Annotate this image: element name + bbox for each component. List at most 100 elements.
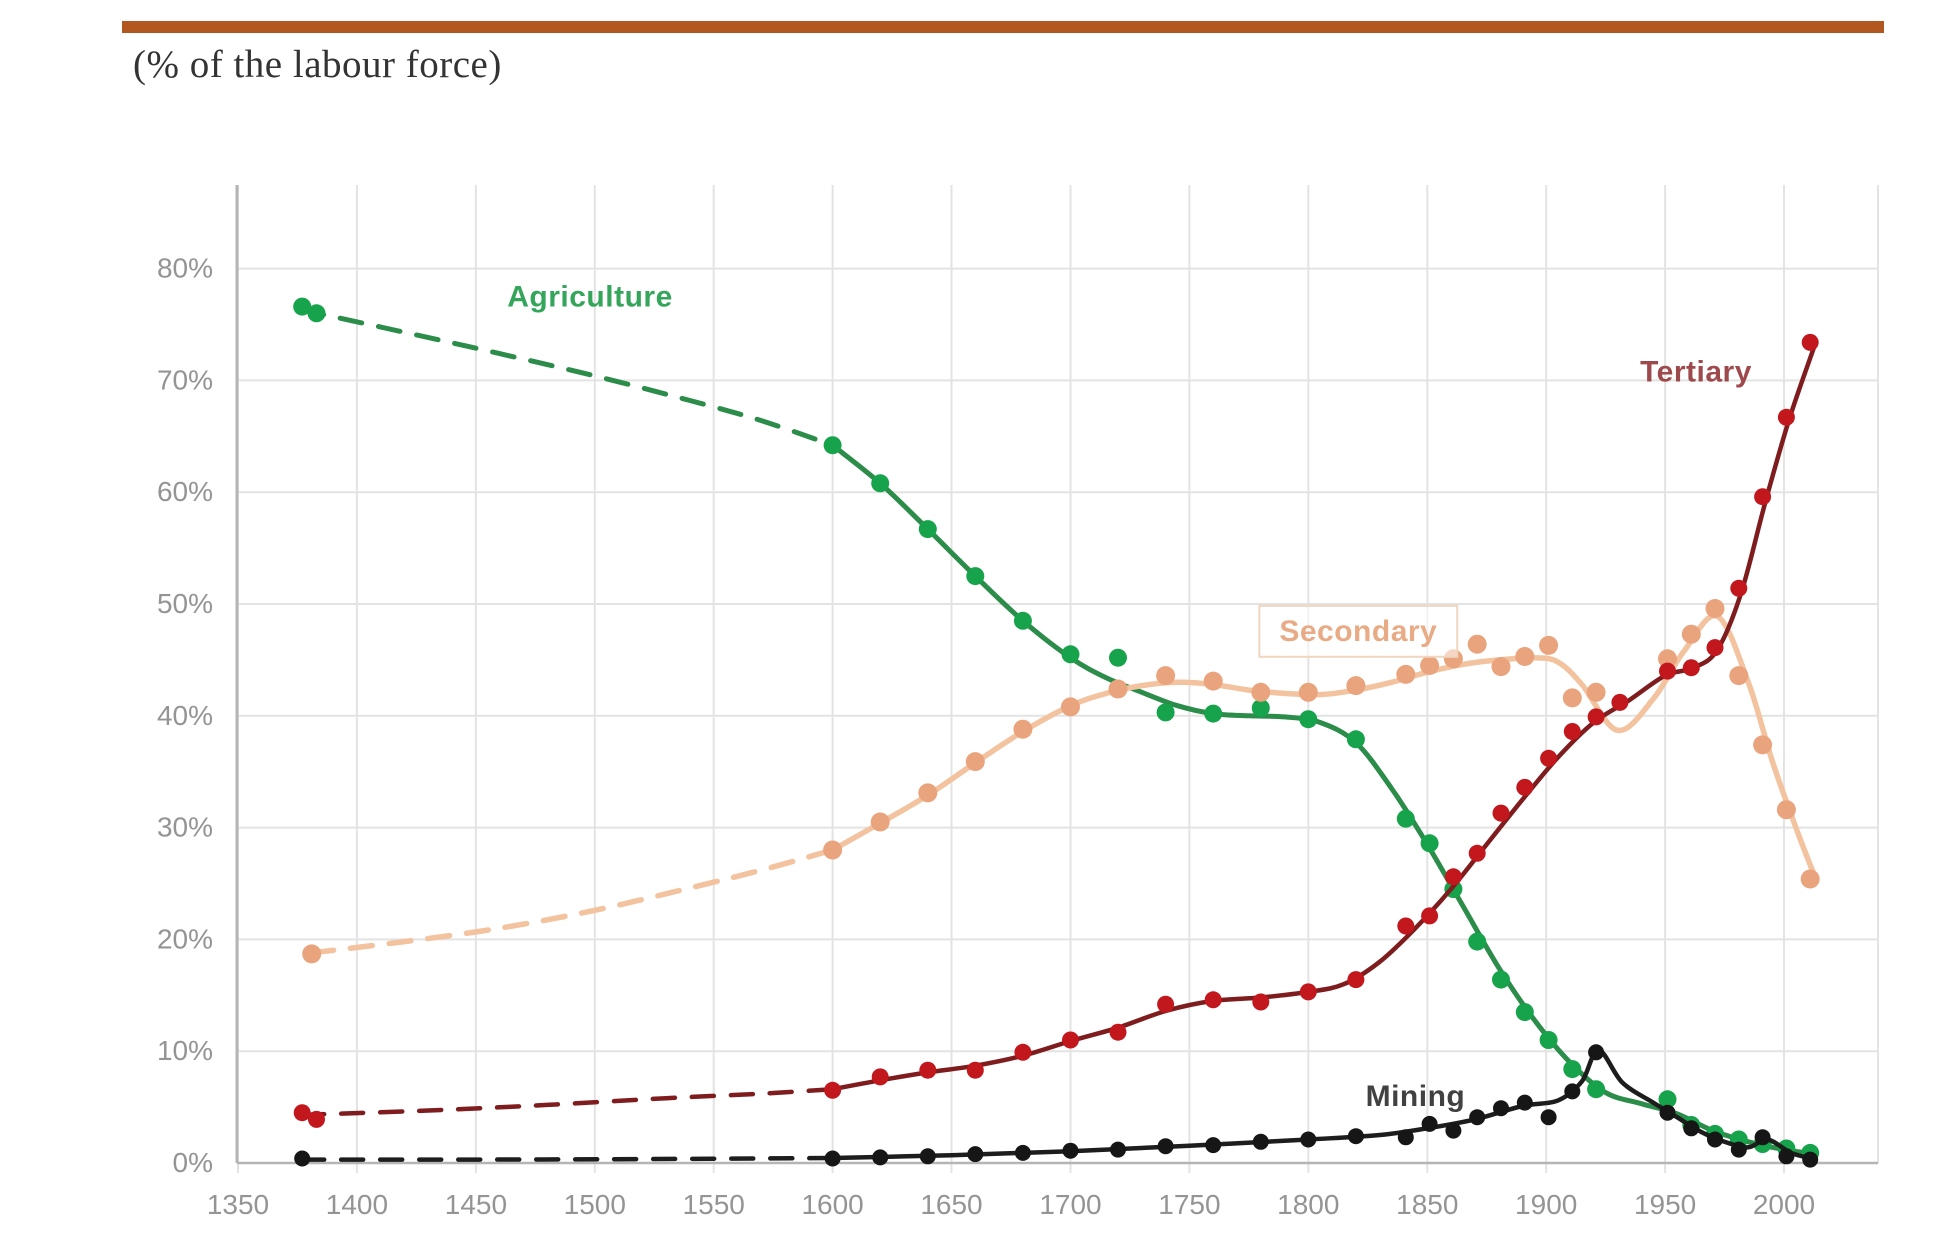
secondary-data-point <box>1586 682 1606 702</box>
agriculture-data-point <box>1156 703 1175 722</box>
x-tick-label: 1850 <box>1396 1189 1458 1220</box>
mining-data-point <box>1157 1138 1174 1155</box>
agriculture-label-group: Agriculture <box>507 281 672 314</box>
secondary-data-point <box>1467 634 1487 654</box>
agriculture-data-point <box>1346 730 1365 749</box>
secondary-data-point <box>1562 688 1582 708</box>
tertiary-data-point <box>1682 659 1700 677</box>
x-tick-label: 1550 <box>683 1189 745 1220</box>
mining-data-point <box>1778 1148 1795 1165</box>
mining-data-point <box>294 1150 311 1167</box>
secondary-data-point <box>1298 682 1318 702</box>
secondary-series-label: Secondary <box>1279 615 1437 648</box>
secondary-data-point <box>1156 666 1176 686</box>
tertiary-data-point <box>1730 579 1748 597</box>
tertiary-data-point <box>966 1061 984 1079</box>
mining-data-point <box>1347 1128 1364 1145</box>
mining-data-point <box>872 1149 889 1166</box>
y-tick-label: 10% <box>157 1035 213 1066</box>
mining-series-label: Mining <box>1366 1080 1466 1113</box>
mining-data-point <box>1564 1083 1581 1100</box>
agriculture-dashed-trend <box>299 307 836 448</box>
mining-dashed-trend <box>299 1155 835 1162</box>
tertiary-data-point <box>1777 408 1795 426</box>
tertiary-solid-trend <box>830 342 1818 1092</box>
secondary-data-point <box>1539 635 1559 655</box>
tertiary-data-point <box>824 1081 842 1099</box>
x-tick-label: 1400 <box>326 1189 388 1220</box>
tertiary-data-point <box>1252 993 1270 1011</box>
agriculture-data-point <box>1492 970 1510 989</box>
secondary-data-point <box>1013 719 1033 739</box>
series-mining <box>294 1044 1819 1168</box>
secondary-data-point <box>965 752 985 772</box>
x-tick-label: 1750 <box>1158 1189 1220 1220</box>
agriculture-data-point <box>1587 1080 1606 1099</box>
tertiary-label-group: Tertiary <box>1640 356 1752 389</box>
tertiary-data-point <box>293 1104 311 1122</box>
secondary-data-point <box>1753 735 1773 755</box>
x-tick-label: 1800 <box>1277 1189 1339 1220</box>
secondary-data-point <box>918 783 938 803</box>
agriculture-data-point <box>918 520 937 539</box>
agriculture-data-point <box>307 304 326 323</box>
agriculture-data-point <box>1061 645 1080 664</box>
mining-data-point <box>1588 1044 1605 1061</box>
agriculture-data-point <box>1299 710 1318 729</box>
y-tick-label: 30% <box>157 812 213 843</box>
secondary-data-point <box>302 944 322 964</box>
tertiary-data-point <box>1492 804 1510 822</box>
agriculture-data-point <box>1204 704 1223 723</box>
tertiary-series-label: Tertiary <box>1640 356 1752 389</box>
secondary-data-point <box>1346 676 1366 696</box>
agriculture-data-point <box>966 567 985 586</box>
secondary-data-point <box>1396 664 1416 684</box>
mining-data-point <box>1540 1109 1557 1126</box>
secondary-data-point <box>1491 657 1511 677</box>
mining-data-point <box>1445 1122 1462 1139</box>
secondary-data-point <box>1681 624 1701 644</box>
agriculture-data-point <box>1013 611 1032 630</box>
tertiary-data-point <box>308 1110 325 1128</box>
mining-data-point <box>1516 1094 1533 1111</box>
tertiary-data-point <box>919 1061 937 1079</box>
secondary-data-point <box>1203 671 1223 691</box>
mining-data-point <box>1469 1109 1486 1126</box>
y-tick-label: 0% <box>173 1147 213 1178</box>
mining-data-point <box>1683 1120 1700 1137</box>
agriculture-data-point <box>293 297 312 316</box>
secondary-label-group: Secondary <box>1258 604 1459 658</box>
x-tick-label: 1600 <box>801 1189 863 1220</box>
tertiary-data-point <box>1157 995 1175 1013</box>
mining-data-point <box>1205 1137 1222 1154</box>
chart-title: (% of the labour force) <box>133 43 502 86</box>
y-tick-label: 70% <box>157 364 213 395</box>
mining-data-point <box>1493 1100 1509 1117</box>
tertiary-data-point <box>1468 844 1486 862</box>
agriculture-data-point <box>1468 932 1487 951</box>
tertiary-data-point <box>1421 907 1439 925</box>
secondary-solid-trend <box>829 613 1818 880</box>
tertiary-data-point <box>1706 639 1724 657</box>
top-rule-bar <box>122 21 1884 33</box>
y-tick-label: 80% <box>157 253 213 284</box>
y-tick-label: 50% <box>157 588 213 619</box>
x-tick-label: 1900 <box>1515 1189 1577 1220</box>
agriculture-data-point <box>823 436 842 455</box>
y-tick-label: 60% <box>157 476 213 507</box>
secondary-data-point <box>1061 697 1080 717</box>
x-tick-label: 1650 <box>920 1189 982 1220</box>
y-tick-label: 40% <box>157 700 213 731</box>
agriculture-data-point <box>1396 809 1415 828</box>
tertiary-data-point <box>1801 333 1819 351</box>
tertiary-data-point <box>1516 778 1534 796</box>
agriculture-data-point <box>1420 834 1439 853</box>
agriculture-data-point <box>1563 1060 1582 1079</box>
mining-data-point <box>1252 1133 1269 1150</box>
secondary-data-point <box>1776 800 1796 820</box>
secondary-label-box <box>1258 604 1459 658</box>
tertiary-data-point <box>1444 868 1462 886</box>
mining-label-group: Mining <box>1366 1080 1466 1113</box>
